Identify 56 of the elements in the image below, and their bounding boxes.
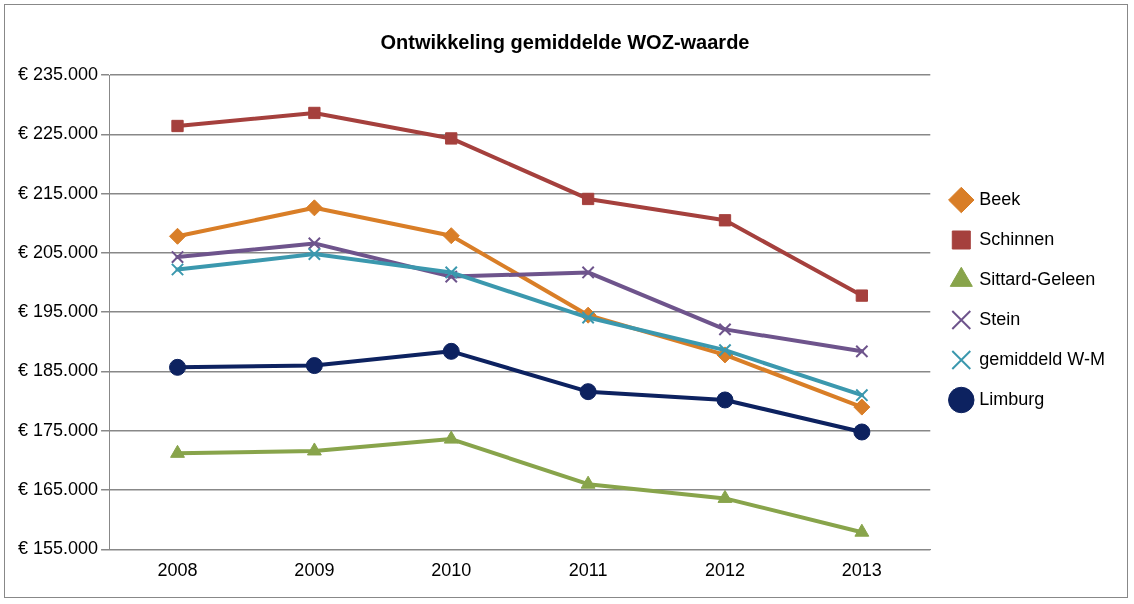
point (305, 199, 323, 217)
y-tick-label: € 225.000 (18, 123, 99, 144)
point (169, 358, 187, 376)
point (854, 523, 870, 537)
point (307, 236, 322, 251)
legend-label: Limburg (979, 388, 1045, 409)
legend-label: gemiddeld W-M (979, 348, 1106, 369)
point (445, 132, 458, 145)
point (170, 250, 185, 264)
point (855, 289, 869, 302)
x-tick-label: 2010 (431, 560, 472, 581)
point (170, 262, 185, 277)
y-tick-label: € 185.000 (18, 360, 99, 381)
y-tick-label: € 235.000 (18, 63, 99, 84)
point (444, 269, 458, 284)
point (581, 265, 595, 280)
point (305, 357, 323, 375)
point (855, 344, 869, 358)
x-tick-label: 2012 (704, 560, 746, 581)
y-tick-label: € 195.000 (18, 301, 99, 322)
point (716, 391, 734, 409)
y-tick-label: € 165.000 (18, 479, 99, 500)
point (306, 442, 322, 456)
point (171, 119, 184, 133)
point (718, 343, 732, 357)
point (442, 227, 460, 245)
legend-label: Beek (979, 188, 1022, 209)
point (581, 192, 595, 206)
x-tick-label: 2011 (568, 560, 608, 581)
point (853, 423, 871, 441)
y-tick-label: € 155.000 (18, 538, 99, 559)
x-tick-label: 2013 (841, 560, 882, 581)
point (307, 247, 322, 261)
point (853, 398, 871, 416)
point (308, 106, 321, 120)
legend-label: Stein (979, 308, 1021, 329)
point (580, 475, 596, 489)
point (169, 227, 187, 245)
point (579, 383, 597, 401)
point (444, 265, 458, 280)
point (581, 310, 595, 325)
x-tick-label: 2009 (294, 560, 335, 581)
point (442, 342, 460, 360)
point (718, 322, 732, 337)
y-tick-label: € 215.000 (18, 182, 99, 203)
x-tick-label: 2008 (157, 560, 198, 581)
point (717, 489, 733, 503)
y-tick-label: € 175.000 (18, 419, 99, 440)
point (855, 388, 869, 402)
legend-label: Sittard-Geleen (979, 268, 1096, 289)
point (718, 214, 732, 227)
y-tick-label: € 205.000 (18, 241, 99, 262)
point (443, 430, 459, 444)
legend-label: Schinnen (979, 228, 1055, 249)
chart-title: Ontwikkeling gemiddelde WOZ-waarde (380, 30, 750, 53)
point (170, 444, 185, 458)
